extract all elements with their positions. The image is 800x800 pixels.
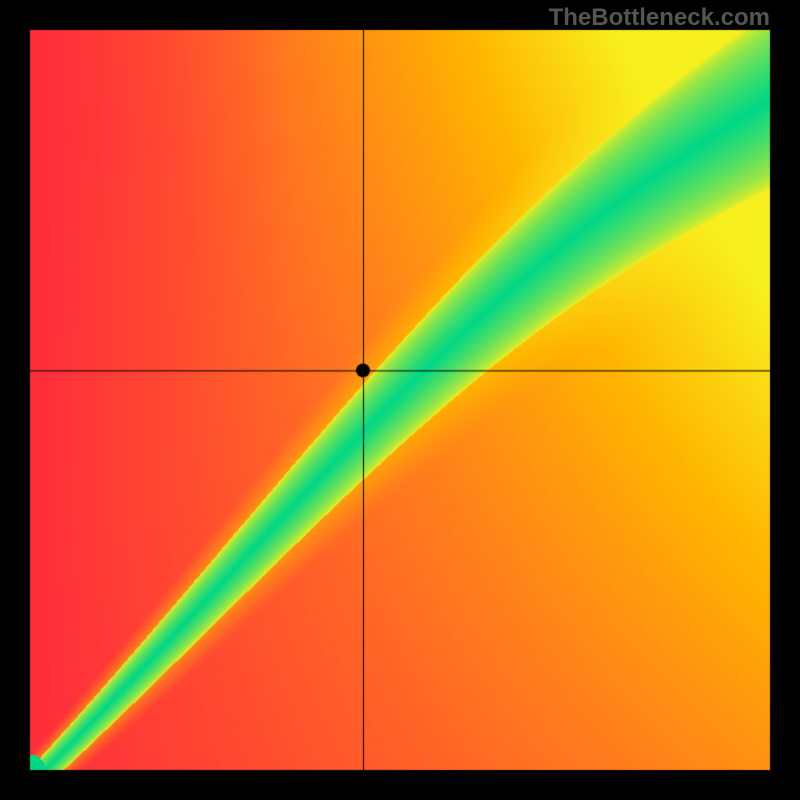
watermark-text: TheBottleneck.com — [549, 4, 770, 32]
chart-container: TheBottleneck.com — [0, 0, 800, 800]
heatmap-canvas — [0, 0, 800, 800]
